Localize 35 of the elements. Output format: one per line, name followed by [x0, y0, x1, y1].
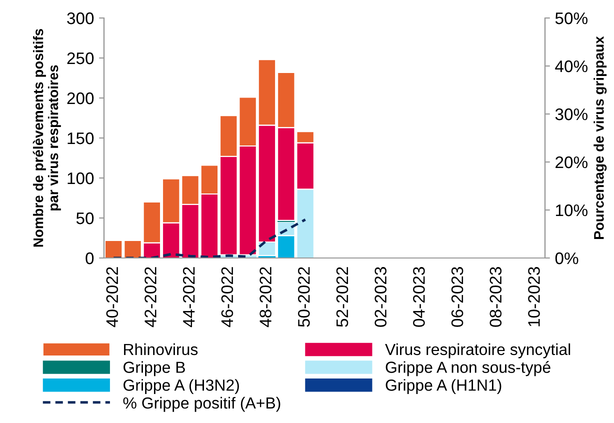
y-axis-title: Nombre de prélèvements positifs par virus respiratoires [32, 28, 61, 247]
y2-axis-title: Pourcentage de virus grippaux [594, 36, 607, 239]
legend-label: Rhinovirus [124, 343, 198, 356]
x-tick-label: 52-2022 [336, 267, 348, 327]
legend-label: Grippe B [124, 361, 185, 376]
x-tick-label: 40-2022 [106, 267, 118, 328]
legend-label: % Grippe positif (A+B) [123, 396, 280, 412]
legend-label: Grippe A (H3N2) [124, 379, 239, 394]
y2-tick-label: 30% [555, 108, 588, 120]
y2-tick-label: 20% [556, 156, 588, 168]
y2-tick-label: 50% [555, 12, 588, 24]
x-tick-label: 06-2023 [451, 267, 464, 327]
legend-label: Grippe A non sous-typé [386, 361, 550, 376]
legend-label: Virus respiratoire syncytial [385, 343, 570, 358]
x-tick-label: 02-2023 [374, 267, 386, 327]
x-tick-label: 04-2023 [413, 267, 425, 327]
y-tick-label: 150 [68, 132, 94, 144]
x-tick-label: 48-2022 [260, 267, 272, 328]
y2-tick-label: 10% [556, 204, 588, 216]
y-tick-label: 0 [86, 252, 94, 264]
y-tick-label: 100 [68, 172, 94, 184]
x-tick-label: 50-2022 [298, 267, 310, 327]
y-tick-label: 250 [67, 52, 94, 64]
legend-label: Grippe A (H1N1) [386, 379, 502, 394]
y-tick-label: 50 [76, 212, 94, 224]
y-tick-label: 200 [67, 92, 94, 104]
x-tick-label: 10-2023 [528, 267, 540, 326]
y2-tick-label: 40% [555, 60, 588, 72]
y-tick-label: 300 [67, 12, 94, 24]
x-tick-label: 44-2022 [182, 267, 195, 328]
y2-tick-label: 0% [555, 252, 578, 264]
line-series [112, 218, 307, 258]
x-tick-label: 42-2022 [144, 267, 156, 328]
x-tick-label: 46-2022 [221, 267, 234, 328]
x-tick-label: 08-2023 [490, 267, 502, 327]
